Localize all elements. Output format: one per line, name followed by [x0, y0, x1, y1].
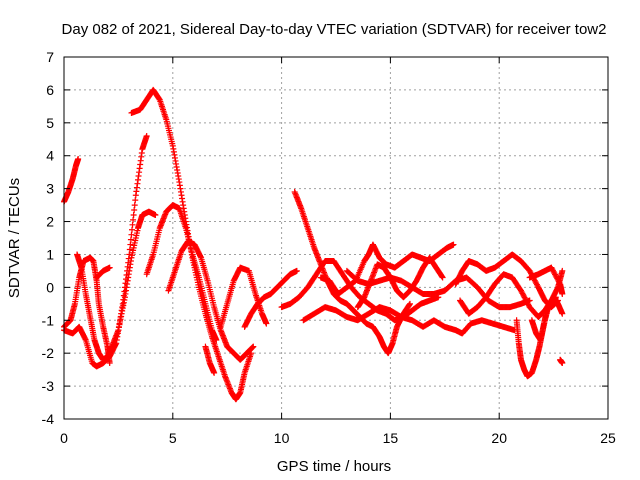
plot-frame [63, 56, 609, 420]
data-marks [61, 86, 566, 403]
y-tick-label: 0 [46, 279, 54, 295]
series-pass-04 [74, 208, 159, 363]
y-tick-label: -3 [42, 378, 55, 394]
axis-ticks: 0 5 10 15 20 25 -4 -3 -2 -1 0 1 2 3 4 5 6 7 [42, 49, 616, 446]
data-point [213, 337, 220, 344]
series-pass-06 [128, 86, 255, 403]
series-pass-17 [354, 254, 446, 311]
series-pass-23 [557, 356, 566, 367]
data-point [559, 360, 566, 367]
data-point [559, 290, 566, 297]
series-pass-19 [457, 267, 566, 320]
y-tick-label: -4 [42, 411, 55, 427]
x-tick-label: 10 [274, 430, 290, 446]
series-pass-15 [317, 241, 457, 297]
data-point [75, 156, 82, 163]
y-tick-label: -2 [42, 345, 55, 361]
y-tick-label: 7 [46, 49, 54, 65]
x-tick-label: 0 [60, 430, 68, 446]
y-tick-label: 1 [46, 246, 54, 262]
series-pass-09 [202, 343, 218, 376]
data-point [450, 241, 457, 248]
data-point [263, 320, 270, 327]
data-point [106, 264, 113, 271]
series-pass-10 [217, 264, 270, 330]
series-pass-05 [93, 264, 113, 281]
series-pass-11 [241, 267, 300, 330]
series-pass-22 [526, 264, 566, 297]
grid [64, 57, 608, 419]
y-tick-label: 6 [46, 82, 54, 98]
series-pass-12 [291, 188, 413, 357]
data-point [406, 300, 413, 307]
series-pass-02 [61, 254, 113, 367]
x-tick-label: 5 [169, 430, 177, 446]
y-tick-label: 3 [46, 181, 54, 197]
y-tick-label: 5 [46, 115, 54, 131]
data-point [559, 267, 566, 274]
data-point [211, 369, 218, 376]
data-point [552, 294, 559, 301]
y-axis-label: SDTVAR / TECUs [6, 178, 23, 298]
series-pass-21 [528, 294, 559, 344]
data-point [439, 274, 446, 281]
x-axis-label: GPS time / hours [277, 458, 391, 475]
series-pass-08 [165, 238, 257, 363]
x-tick-label: 20 [491, 430, 507, 446]
data-point [250, 343, 257, 350]
x-tick-label: 25 [600, 430, 616, 446]
series-pass-07 [143, 202, 220, 344]
y-tick-label: 4 [46, 148, 54, 164]
series-pass-14 [300, 304, 518, 337]
data-point [293, 267, 300, 274]
data-point [559, 310, 566, 317]
data-point [143, 132, 150, 139]
y-tick-label: 2 [46, 214, 54, 230]
series-pass-13 [278, 258, 442, 324]
x-tick-label: 15 [383, 430, 399, 446]
data-point [152, 211, 159, 218]
data-point [106, 360, 113, 367]
y-tick-label: -1 [42, 312, 55, 328]
chart-title: Day 082 of 2021, Sidereal Day-to-day VTE… [62, 21, 607, 38]
